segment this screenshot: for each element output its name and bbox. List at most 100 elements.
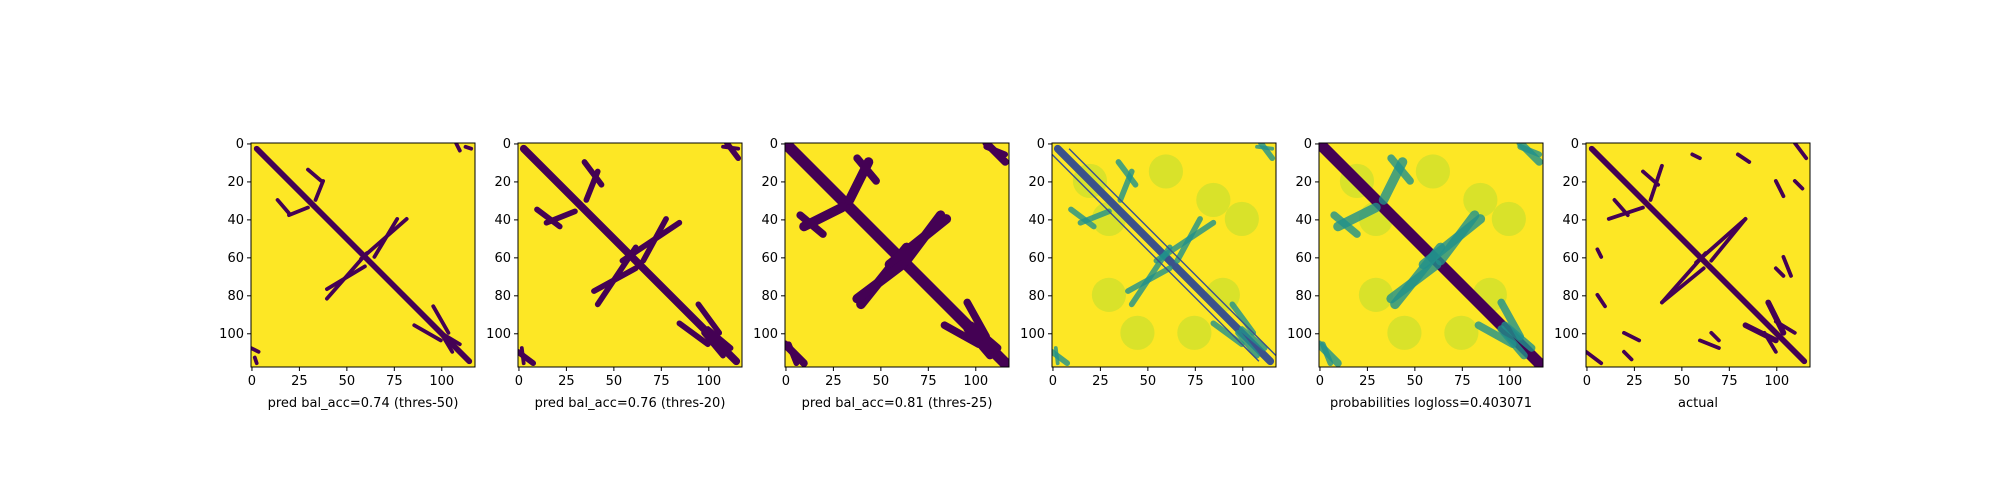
contact-segment: [1709, 330, 1721, 343]
contact-segment: [372, 217, 400, 259]
y-tick-label: 100: [1287, 327, 1312, 342]
y-tick-label: 80: [227, 289, 244, 304]
y-tick-label: 100: [219, 327, 244, 342]
contact-segment: [1765, 299, 1787, 336]
contact-segment: [676, 320, 711, 348]
contact-segment: [1709, 217, 1748, 263]
x-tick-label: 50: [1674, 374, 1691, 389]
y-tick-label: 40: [761, 213, 778, 228]
contact-segment: [1229, 301, 1257, 336]
contact-segment: [963, 325, 994, 360]
contact-segment: [1690, 152, 1702, 161]
contact-segment: [695, 301, 723, 336]
haze-blob: [1120, 315, 1155, 350]
contact-segment: [701, 329, 726, 359]
x-tick-label: 25: [1359, 374, 1376, 389]
contact-segment: [1792, 143, 1809, 161]
y-tick-label: 0: [236, 137, 244, 152]
x-tick-label: 25: [825, 374, 842, 389]
y-tick-label: 0: [503, 137, 511, 152]
y-tick-label: 100: [1020, 327, 1045, 342]
x-tick-label: 75: [386, 374, 403, 389]
haze-blob: [1415, 154, 1450, 189]
contact-segment: [313, 179, 326, 202]
x-tick-label: 100: [429, 374, 454, 389]
contact-segment: [1210, 320, 1245, 348]
heatmap-cells: [251, 143, 475, 367]
contact-segment: [519, 346, 526, 366]
x-tick-label: 75: [1454, 374, 1471, 389]
contact-segment: [431, 304, 451, 335]
x-tick-label: 0: [1049, 374, 1057, 389]
haze-blob: [1177, 315, 1212, 350]
x-axis-label: pred bal_acc=0.74 (thres-50): [268, 396, 459, 411]
heatmap-panel-4: 0 25 50 75 100 0 20 40 60 80 100: [1020, 137, 1277, 389]
contact-segment: [252, 355, 259, 366]
contact-segment: [463, 144, 474, 151]
x-axis-label: actual: [1678, 396, 1718, 411]
heatmap-cells: [1319, 143, 1543, 367]
contact-segment: [1053, 346, 1060, 366]
haze-blob: [1148, 154, 1183, 189]
diagonal-band: [1588, 145, 1808, 365]
x-tick-label: 25: [1092, 374, 1109, 389]
contact-segment: [640, 216, 669, 264]
contact-segment: [1773, 319, 1797, 335]
contact-segment: [454, 143, 462, 153]
contact-segment: [1319, 341, 1334, 367]
x-tick-label: 100: [963, 374, 988, 389]
heatmap-panel-1: 0 25 50 75 100 0 20 40 60 80 100 pred bal_acc=0.74 …: [219, 137, 476, 411]
y-tick-label: 60: [761, 251, 778, 266]
y-tick-label: 40: [227, 213, 244, 228]
contact-segment: [275, 198, 291, 216]
y-tick-label: 0: [770, 137, 778, 152]
contact-segment: [1068, 206, 1097, 230]
haze-blob: [1444, 315, 1479, 350]
x-tick-label: 50: [339, 374, 356, 389]
contact-segment: [1586, 349, 1604, 366]
x-tick-label: 100: [696, 374, 721, 389]
y-tick-label: 20: [1562, 175, 1579, 190]
y-tick-label: 60: [227, 251, 244, 266]
y-tick-label: 80: [1028, 289, 1045, 304]
haze-blob: [1091, 277, 1127, 312]
contact-segment: [591, 265, 639, 294]
contact-segment: [518, 348, 537, 367]
y-tick-label: 80: [1295, 289, 1312, 304]
contact-segment: [306, 167, 324, 183]
heatmap-cells: [518, 143, 742, 367]
contact-segment: [438, 330, 455, 354]
y-tick-label: 40: [494, 213, 511, 228]
x-tick-label: 0: [248, 374, 256, 389]
contact-segment: [1742, 322, 1779, 344]
y-tick-label: 0: [1037, 137, 1045, 152]
y-tick-label: 0: [1571, 137, 1579, 152]
contact-segment: [1386, 259, 1442, 304]
y-tick-label: 40: [1295, 213, 1312, 228]
contact-segment: [1606, 205, 1645, 221]
contact-segment: [543, 208, 578, 226]
heatmap-cells: [785, 143, 1009, 367]
haze-blob: [1358, 277, 1394, 312]
x-tick-label: 100: [1764, 374, 1789, 389]
contact-segment: [723, 143, 742, 162]
x-tick-label: 100: [1230, 374, 1255, 389]
contact-segment: [1117, 168, 1135, 203]
x-tick-label: 0: [1316, 374, 1324, 389]
contact-segment: [251, 346, 261, 354]
axes-frame: [1051, 142, 1277, 368]
contact-segment: [799, 202, 847, 232]
contact-segment: [1435, 210, 1480, 266]
contact-segment: [1660, 266, 1706, 305]
contact-segment: [534, 206, 563, 230]
x-tick-label: 75: [920, 374, 937, 389]
haze-blob: [1224, 201, 1259, 237]
y-tick-label: 20: [761, 175, 778, 190]
contact-segment: [1238, 326, 1268, 351]
x-tick-label: 100: [1497, 374, 1522, 389]
y-tick-label: 80: [1562, 289, 1579, 304]
contact-segment: [852, 259, 908, 304]
contact-segment: [1257, 143, 1276, 162]
y-tick-label: 20: [1295, 175, 1312, 190]
